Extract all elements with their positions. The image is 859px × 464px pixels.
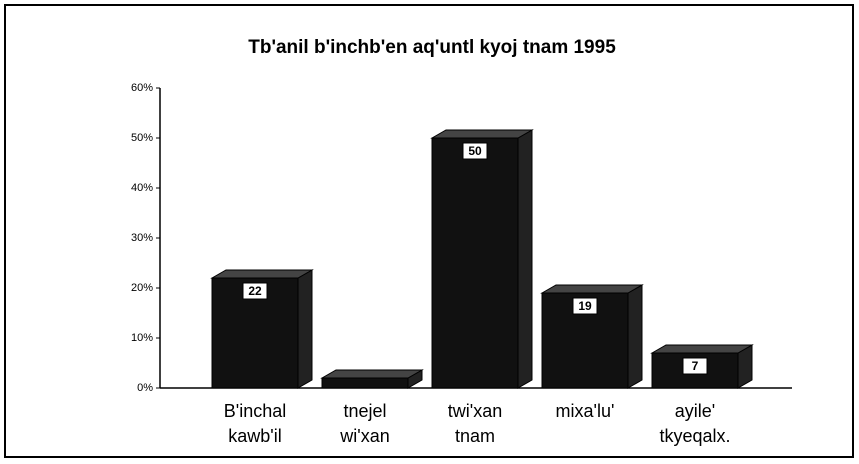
bar-top <box>320 369 424 379</box>
value-label: 22 <box>248 284 262 298</box>
bar-side <box>517 129 533 389</box>
value-label-box <box>682 357 708 375</box>
value-label-box <box>572 297 598 315</box>
y-tick-label: 10% <box>131 332 153 344</box>
y-tick-label: 50% <box>131 132 153 144</box>
x-tick-label: ayile' <box>675 401 715 421</box>
value-label: 19 <box>578 299 592 313</box>
chart-title: Tb'anil b'inchb'en aq'untl kyoj tnam 199… <box>248 37 616 58</box>
x-tick-label: kawb'il <box>228 426 281 446</box>
bar <box>321 377 409 389</box>
x-tick-label: wi'xan <box>339 426 389 446</box>
bar-top <box>210 269 314 279</box>
x-tick-label: tnejel <box>343 401 386 421</box>
value-label: 50 <box>468 144 482 158</box>
y-tick-label: 40% <box>131 182 153 194</box>
x-tick-label: tkyeqalx. <box>659 426 730 446</box>
bar-side <box>297 269 313 389</box>
y-tick-label: 30% <box>131 232 153 244</box>
x-tick-label: mixa'lu' <box>556 401 615 421</box>
y-tick-label: 0% <box>137 382 153 394</box>
y-tick-label: 60% <box>131 82 153 94</box>
bar-top <box>540 284 644 294</box>
bar-top <box>650 344 754 354</box>
value-label-box <box>462 142 488 160</box>
bar-top <box>430 129 534 139</box>
value-label: 7 <box>692 359 699 373</box>
x-tick-label: tnam <box>455 426 495 446</box>
value-label-box <box>242 282 268 300</box>
frame <box>4 4 854 458</box>
x-tick-label: twi'xan <box>448 401 502 421</box>
x-tick-label: B'inchal <box>224 401 286 421</box>
y-tick-label: 20% <box>131 282 153 294</box>
bar <box>431 137 519 389</box>
bar-side <box>627 284 643 389</box>
